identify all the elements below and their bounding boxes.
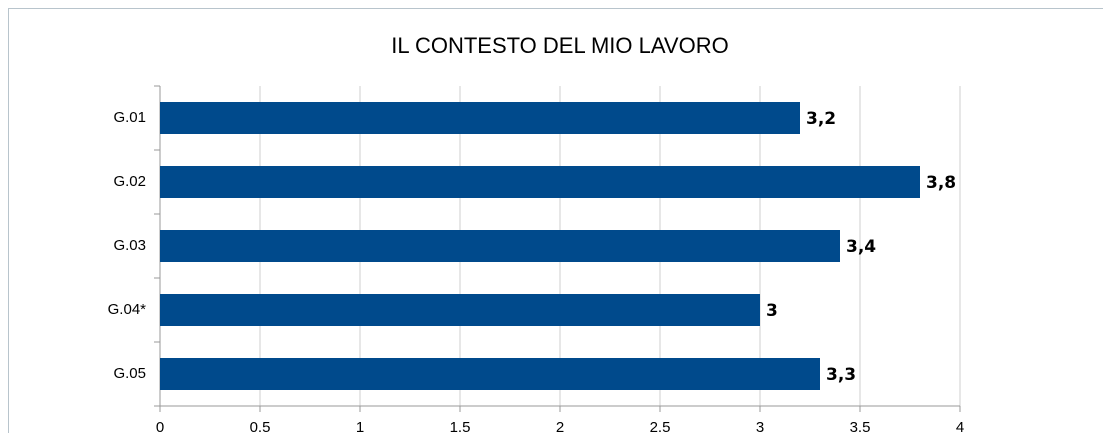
x-tick-label: 1 xyxy=(356,419,364,433)
value-label: 3,2 xyxy=(806,109,836,129)
value-label: 3,4 xyxy=(846,237,876,257)
y-tick-label: G.03 xyxy=(113,237,146,254)
x-tick-label: 4 xyxy=(956,419,964,433)
bar xyxy=(160,166,920,198)
y-tick-label: G.01 xyxy=(113,109,146,126)
x-tick-label: 1.5 xyxy=(450,419,471,433)
x-tick-label: 0.5 xyxy=(250,419,271,433)
y-tick-label: G.05 xyxy=(113,365,146,382)
bar xyxy=(160,102,800,134)
y-tick-label: G.04* xyxy=(108,301,147,318)
x-tick-label: 2 xyxy=(556,419,564,433)
bar xyxy=(160,230,840,262)
value-label: 3,8 xyxy=(926,173,956,193)
chart-border xyxy=(8,8,1103,433)
y-tick-label: G.02 xyxy=(113,173,146,190)
value-label: 3,3 xyxy=(826,365,856,385)
value-label: 3 xyxy=(766,301,778,321)
x-tick-label: 2.5 xyxy=(650,419,671,433)
x-tick-label: 0 xyxy=(156,419,164,433)
x-tick-label: 3.5 xyxy=(850,419,871,433)
bar xyxy=(160,358,820,390)
bar xyxy=(160,294,760,326)
x-tick-label: 3 xyxy=(756,419,764,433)
chart-title: IL CONTESTO DEL MIO LAVORO xyxy=(391,33,728,58)
